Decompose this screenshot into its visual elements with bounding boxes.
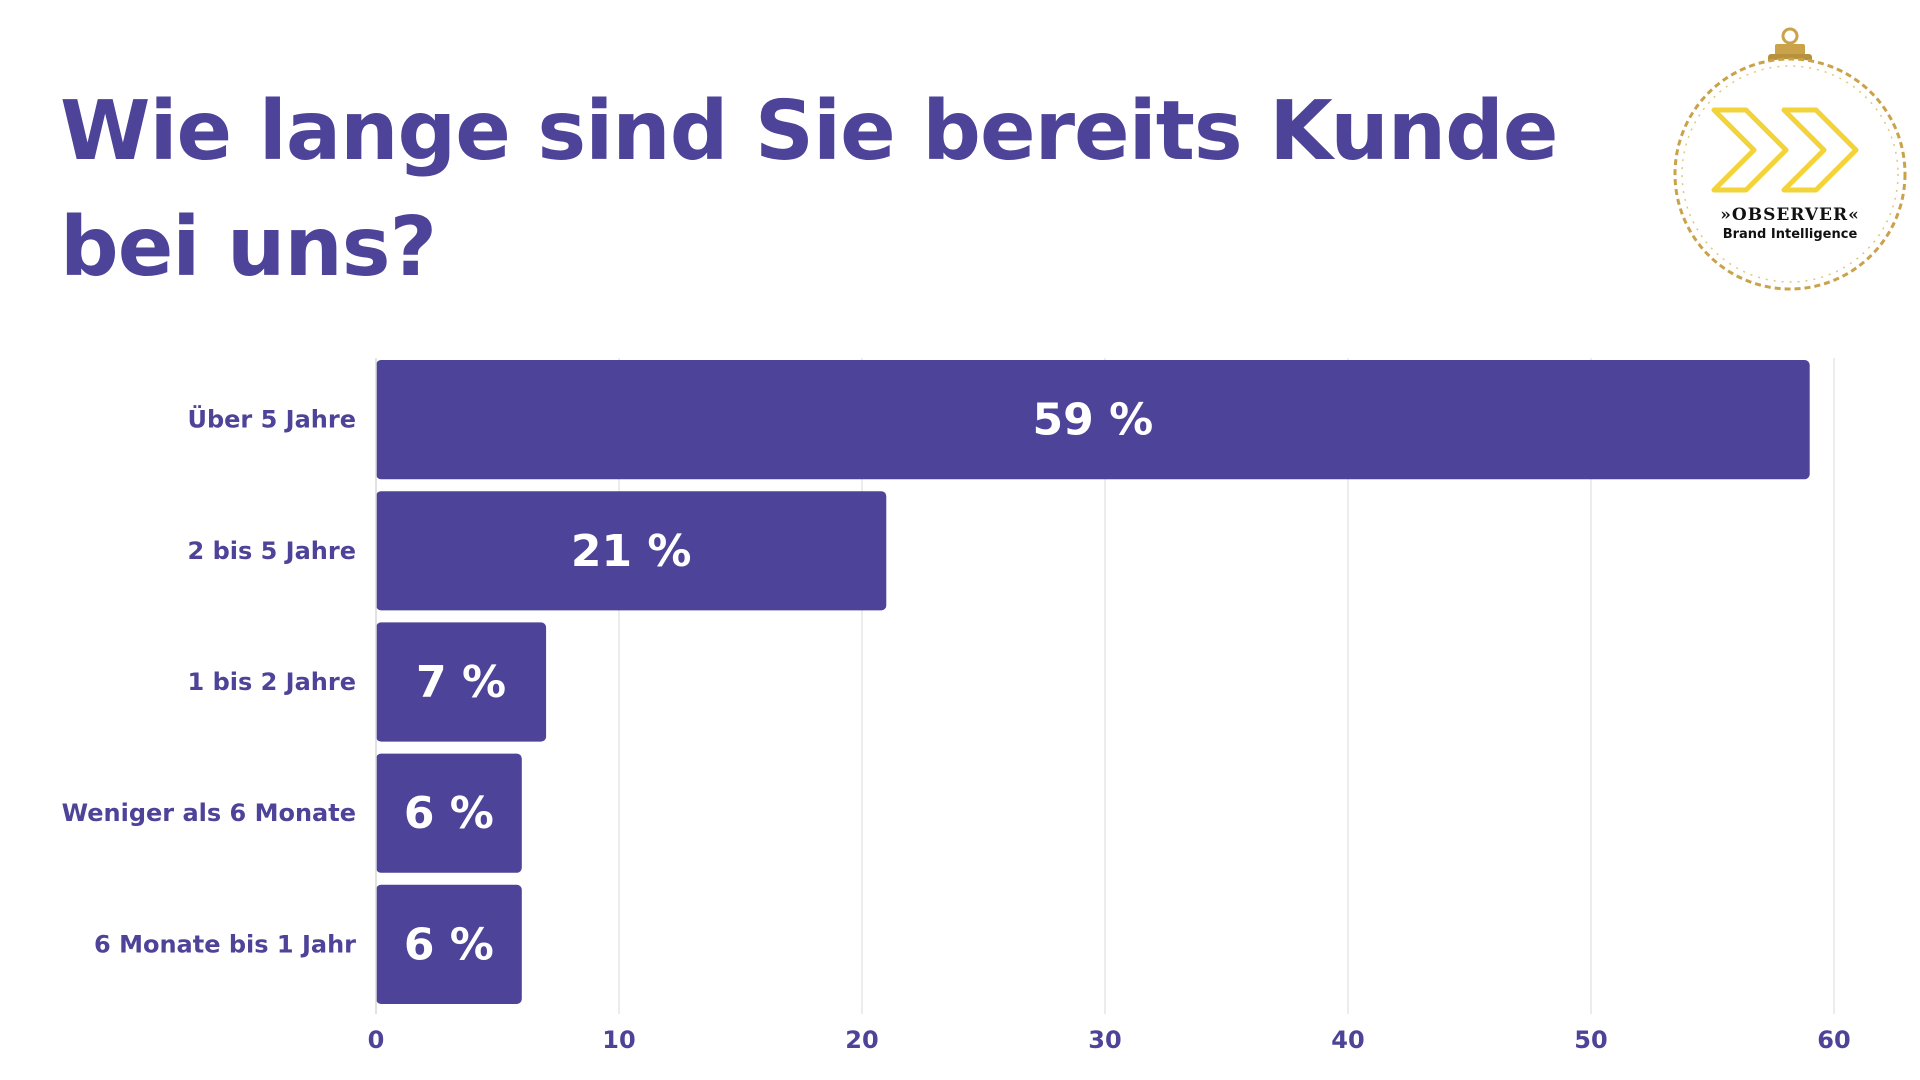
x-tick-label: 10 (602, 1026, 635, 1054)
chart-title: Wie lange sind Sie bereits Kunde bei uns… (60, 84, 1558, 295)
bar (376, 622, 547, 742)
bar (376, 360, 1810, 480)
x-tick-label: 40 (1331, 1026, 1364, 1054)
x-tick-label: 30 (1088, 1026, 1121, 1054)
bar-value-label: 6 % (404, 788, 494, 839)
category-label: Weniger als 6 Monate (62, 799, 356, 827)
category-label: 6 Monate bis 1 Jahr (94, 930, 356, 958)
x-tick-label: 60 (1817, 1026, 1850, 1054)
category-label: 1 bis 2 Jahre (188, 668, 356, 696)
bar-value-label: 7 % (416, 657, 506, 708)
bar-value-label: 21 % (571, 526, 692, 577)
double-chevron-icon (1711, 107, 1859, 193)
category-label: 2 bis 5 Jahre (188, 537, 356, 565)
bar (376, 884, 522, 1004)
bar (376, 753, 522, 873)
bar-value-label: 59 % (1033, 395, 1154, 446)
x-tick-label: 0 (368, 1026, 385, 1054)
category-label: Über 5 Jahre (187, 404, 356, 434)
x-tick-label: 20 (845, 1026, 878, 1054)
bar-value-label: 6 % (404, 919, 494, 970)
observer-logo: »OBSERVER« Brand Intelligence (1673, 27, 1907, 291)
logo-tagline: Brand Intelligence (1723, 227, 1858, 242)
logo-name: »OBSERVER« (1720, 205, 1859, 225)
ornament-ring-icon (1673, 57, 1907, 291)
x-tick-label: 50 (1574, 1026, 1607, 1054)
bar (376, 491, 887, 611)
